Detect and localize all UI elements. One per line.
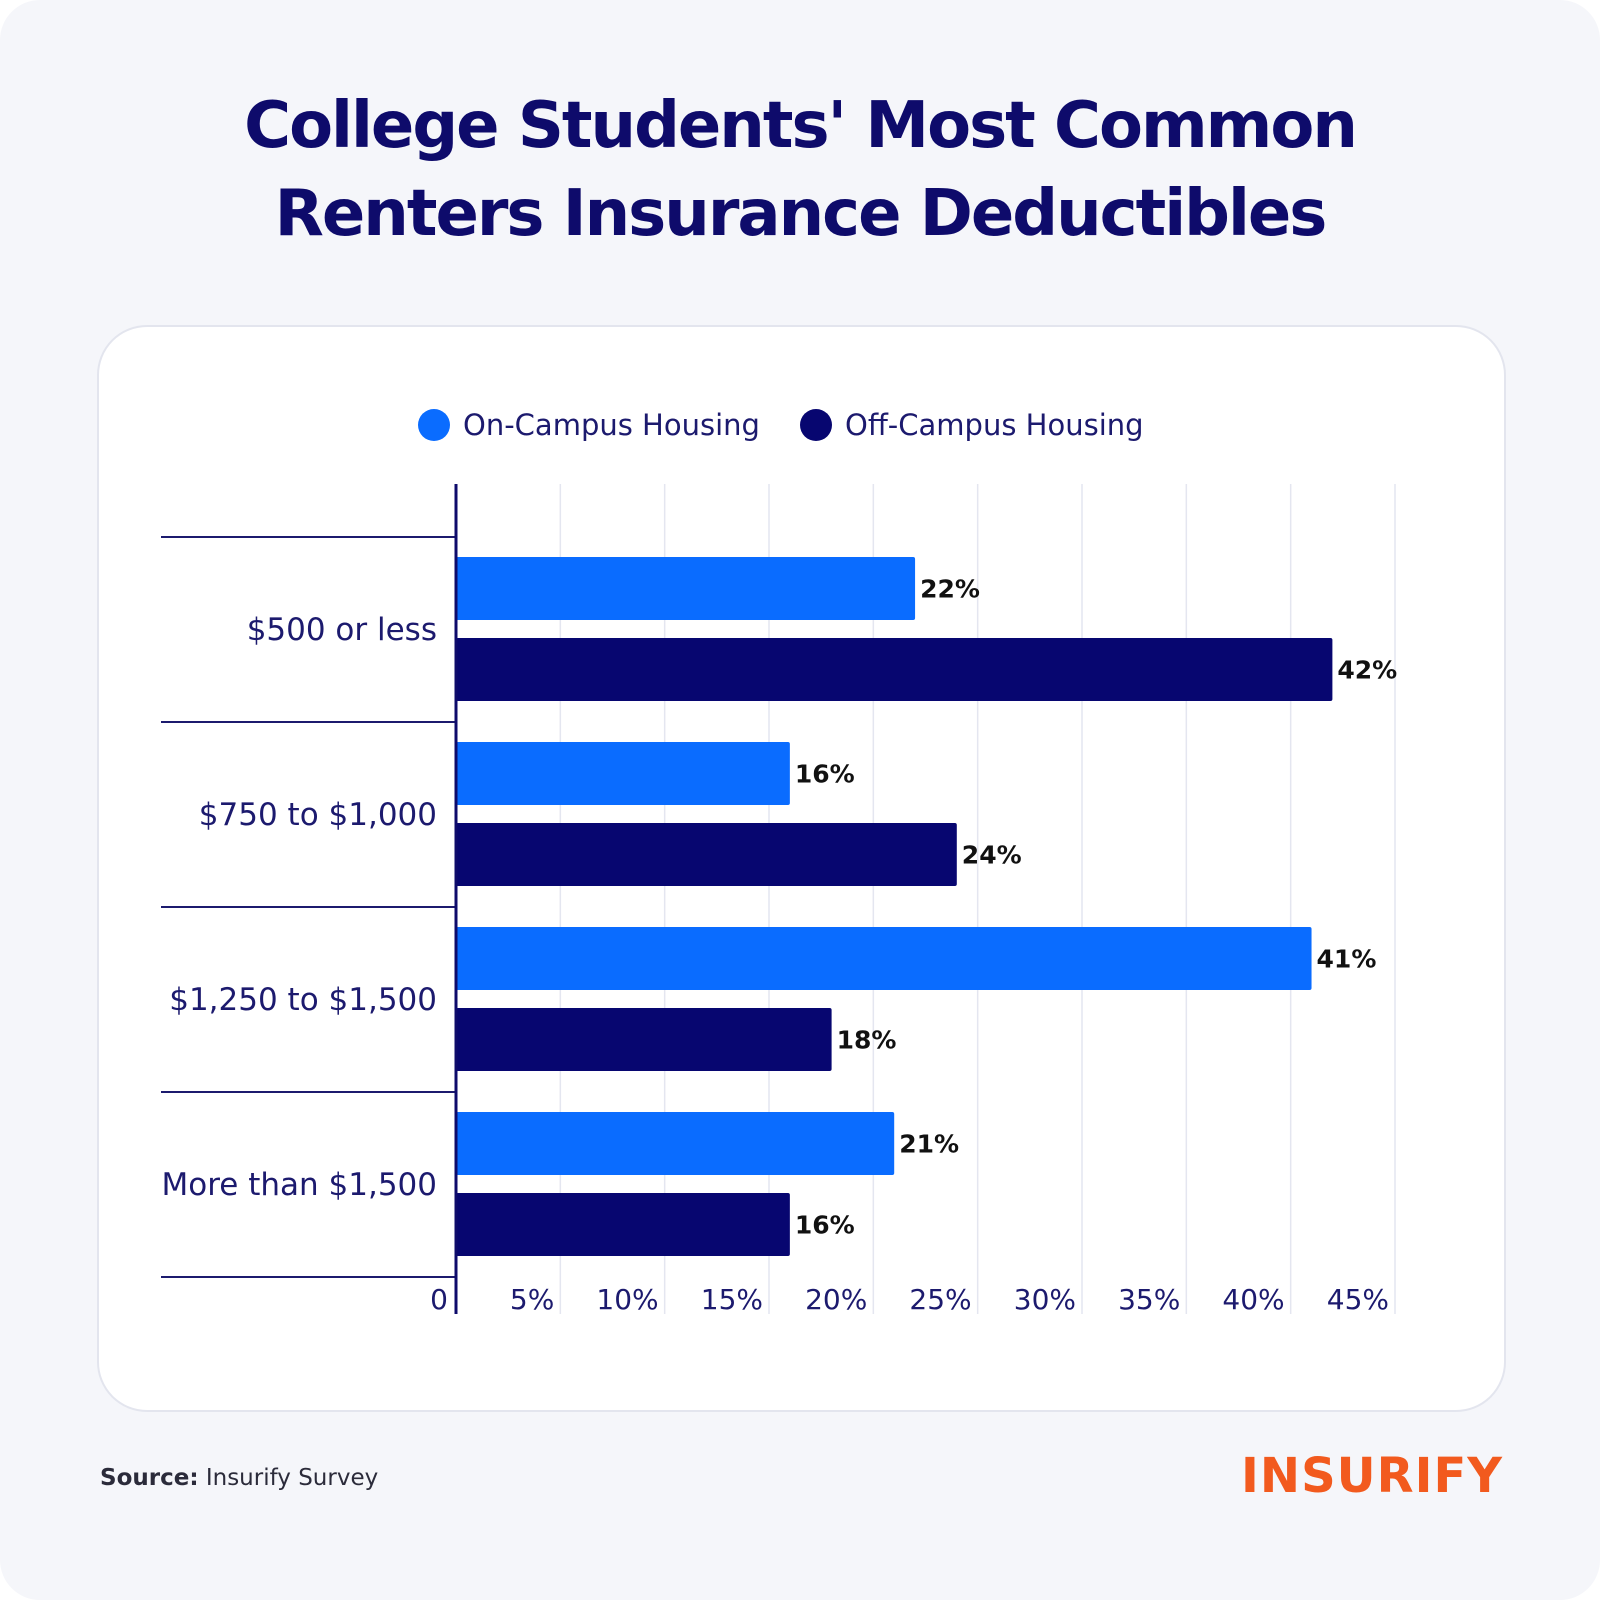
source-text: Insurify Survey (205, 1465, 379, 1491)
value-label-off-campus-0: 42% (1337, 656, 1397, 685)
legend-label-1: Off-Campus Housing (845, 408, 1144, 442)
category-label-0: $500 or less (247, 612, 437, 648)
chart-card: 22% 16% 41% 21% 42% 24% 18% 16% $500 or less $750… (97, 325, 1506, 1412)
value-label-on-campus-1: 16% (795, 760, 855, 789)
chart-title-line-2: Renters Insurance Deductibles (274, 177, 1328, 251)
bar-on-campus-1 (456, 742, 790, 805)
category-label-2: $1,250 to $1,500 (169, 982, 437, 1018)
bar-chart: 22% 16% 41% 21% 42% 24% 18% 16% $500 or less $750… (161, 408, 1397, 1316)
x-tick-label-20: 20% (805, 1283, 867, 1316)
bar-on-campus-2 (456, 927, 1312, 990)
chart-title-line-1: College Students' Most Common (244, 89, 1358, 163)
x-tick-label-30: 30% (1014, 1283, 1076, 1316)
value-label-on-campus-3: 21% (899, 1130, 959, 1159)
x-tick-label-45: 45% (1327, 1283, 1389, 1316)
source-label: Source: (100, 1465, 199, 1491)
x-tick-label-40: 40% (1222, 1283, 1284, 1316)
value-label-on-campus-2: 41% (1317, 945, 1377, 974)
category-label-1: $750 to $1,000 (199, 797, 437, 833)
category-label-3: More than $1,500 (162, 1167, 437, 1203)
x-tick-label-25: 25% (909, 1283, 971, 1316)
value-label-off-campus-1: 24% (962, 841, 1022, 870)
x-tick-label-0: 0 (430, 1283, 448, 1316)
value-label-off-campus-3: 16% (795, 1211, 855, 1240)
insurify-logo: INSURIFY (1241, 1448, 1503, 1504)
bar-off-campus-0 (456, 638, 1333, 701)
legend-marker-1 (800, 409, 832, 441)
value-label-off-campus-2: 18% (837, 1026, 897, 1055)
legend-marker-0 (418, 409, 450, 441)
legend-label-0: On-Campus Housing (463, 408, 760, 442)
source-note: Source: Insurify Survey (100, 1465, 378, 1491)
bar-off-campus-2 (456, 1008, 832, 1071)
bar-on-campus-3 (456, 1112, 895, 1175)
x-tick-label-15: 15% (701, 1283, 763, 1316)
chart-title: College Students' Most Common Renters In… (0, 82, 1600, 258)
bar-off-campus-1 (456, 823, 957, 886)
bar-on-campus-0 (456, 557, 916, 620)
x-tick-label-35: 35% (1118, 1283, 1180, 1316)
value-label-on-campus-0: 22% (920, 575, 980, 604)
x-tick-label-5: 5% (510, 1283, 554, 1316)
x-tick-label-10: 10% (596, 1283, 658, 1316)
bar-off-campus-3 (456, 1193, 790, 1256)
